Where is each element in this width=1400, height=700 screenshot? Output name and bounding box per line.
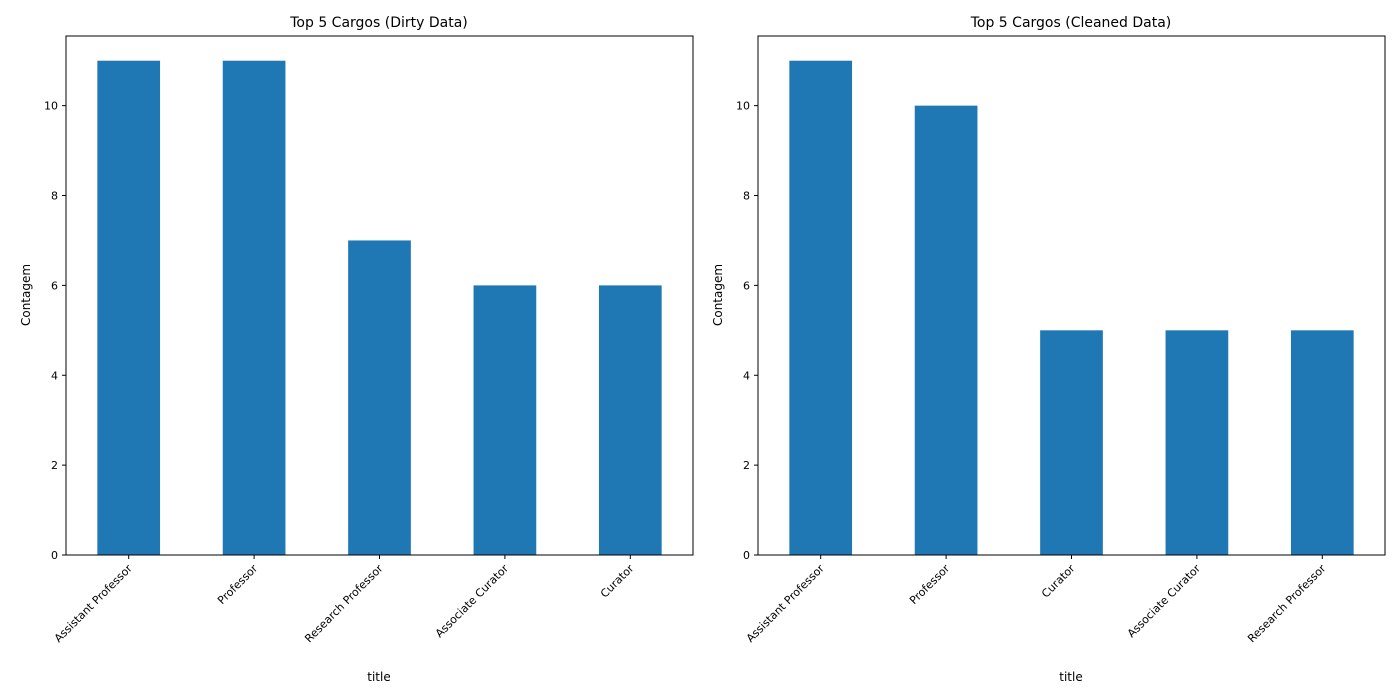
y-tick-label: 4 <box>743 369 750 382</box>
x-tick-label: Associate Curator <box>433 562 512 641</box>
chart-dirty-data: Top 5 Cargos (Dirty Data) Contagem title… <box>19 15 694 684</box>
y-axis-label: Contagem <box>19 264 33 326</box>
bar-curator <box>598 285 662 555</box>
bar-assistant-professor <box>97 60 161 556</box>
bar-research-professor <box>348 240 411 555</box>
bar-assistant-professor <box>789 60 853 556</box>
y-tick-label: 4 <box>51 369 58 382</box>
y-axis-label: Contagem <box>711 264 725 326</box>
x-tick-label: Research Professor <box>302 562 386 646</box>
bar-professor <box>222 60 286 556</box>
x-tick-label: Professor <box>215 562 260 607</box>
x-axis-label: title <box>1059 670 1082 684</box>
y-tick-label: 0 <box>51 549 58 562</box>
y-tick-label: 2 <box>743 459 750 472</box>
x-tick-label: Professor <box>907 562 952 607</box>
y-tick-label: 8 <box>743 190 750 203</box>
x-tick-label: Associate Curator <box>1125 562 1204 641</box>
bar-associate-curator <box>473 285 537 555</box>
chart-cleaned-data: Top 5 Cargos (Cleaned Data) Contagem tit… <box>711 15 1386 684</box>
y-tick-label: 10 <box>736 100 750 113</box>
x-axis-label: title <box>367 670 390 684</box>
plot-frame <box>757 35 1386 556</box>
bar-associate-curator <box>1165 330 1229 555</box>
y-tick-label: 0 <box>743 549 750 562</box>
x-tick-label: Curator <box>598 562 637 601</box>
y-tick-label: 2 <box>51 459 58 472</box>
x-tick-label: Curator <box>1039 562 1078 601</box>
chart-title: Top 5 Cargos (Cleaned Data) <box>970 15 1172 31</box>
plot-frame <box>65 35 694 556</box>
x-tick-label: Research Professor <box>1245 562 1329 646</box>
bar-research-professor <box>1290 330 1354 555</box>
y-tick-label: 10 <box>44 100 58 113</box>
y-tick-label: 8 <box>51 190 58 203</box>
chart-title: Top 5 Cargos (Dirty Data) <box>289 15 468 31</box>
y-tick-label: 6 <box>51 279 58 292</box>
x-tick-label: Assistant Professor <box>52 562 135 645</box>
x-tick-label: Assistant Professor <box>744 562 827 645</box>
bar-professor <box>914 105 978 556</box>
y-tick-label: 6 <box>743 279 750 292</box>
bar-curator <box>1040 330 1103 555</box>
